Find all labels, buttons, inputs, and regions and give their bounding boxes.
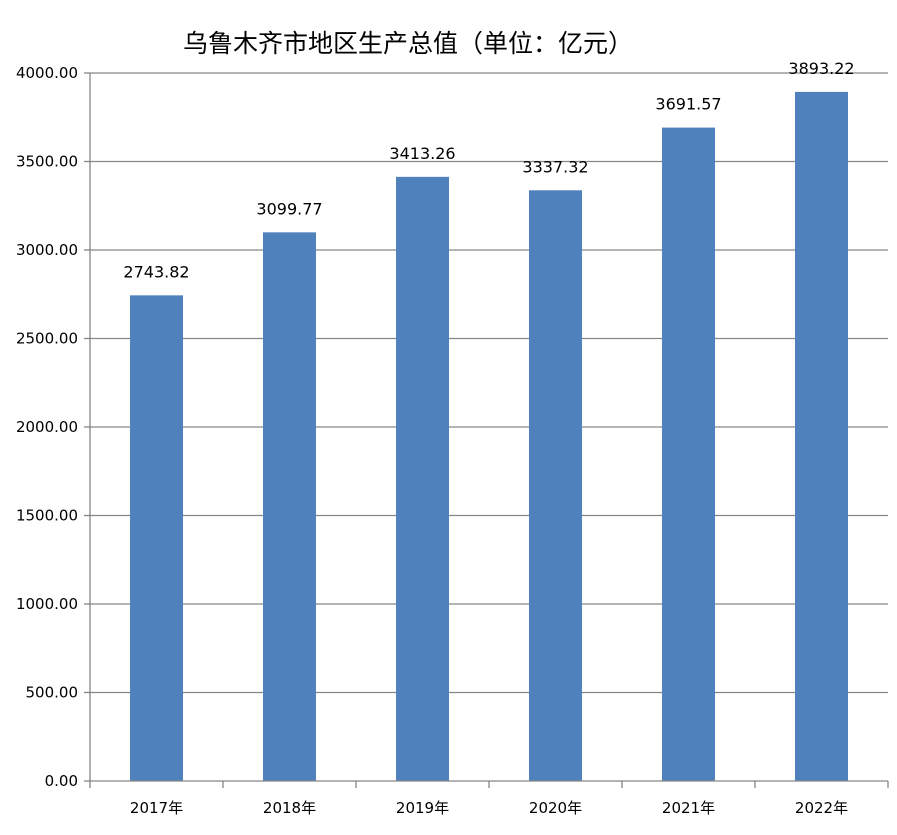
grid-lines xyxy=(90,72,888,694)
bar xyxy=(130,295,183,781)
bar xyxy=(529,190,582,781)
y-tick-label: 0.00 xyxy=(45,772,78,790)
chart-title: 乌鲁木齐市地区生产总值（单位：亿元） xyxy=(183,29,633,58)
bar xyxy=(263,232,316,782)
bar xyxy=(795,91,848,781)
bars xyxy=(130,91,848,782)
y-tick-label: 2000.00 xyxy=(16,418,78,436)
y-tick-label: 1500.00 xyxy=(16,507,78,525)
y-tick-label: 2500.00 xyxy=(16,330,78,348)
x-tick-label: 2019年 xyxy=(396,799,449,817)
x-tick-label: 2021年 xyxy=(662,799,715,817)
data-label: 3337.32 xyxy=(522,157,588,176)
x-tick-label: 2022年 xyxy=(795,799,848,817)
y-tick-label: 4000.00 xyxy=(16,64,78,82)
data-label: 3691.57 xyxy=(655,95,721,114)
y-tick-label: 500.00 xyxy=(26,684,79,702)
data-label: 3413.26 xyxy=(389,144,455,163)
x-tick-label: 2020年 xyxy=(529,799,582,817)
x-tick-label: 2018年 xyxy=(263,799,316,817)
data-label: 3893.22 xyxy=(788,59,854,78)
bar xyxy=(396,176,449,782)
axes xyxy=(84,72,889,788)
y-tick-label: 3500.00 xyxy=(16,153,78,171)
bar xyxy=(662,127,715,782)
y-tick-label: 3000.00 xyxy=(16,241,78,259)
data-label: 3099.77 xyxy=(256,199,322,218)
labels: 0.00 500.00 1000.00 1500.00 2000.00 2500.00 30… xyxy=(16,59,855,817)
data-label: 2743.82 xyxy=(123,262,189,281)
x-tick-label: 2017年 xyxy=(130,799,183,817)
y-tick-label: 1000.00 xyxy=(16,595,78,613)
